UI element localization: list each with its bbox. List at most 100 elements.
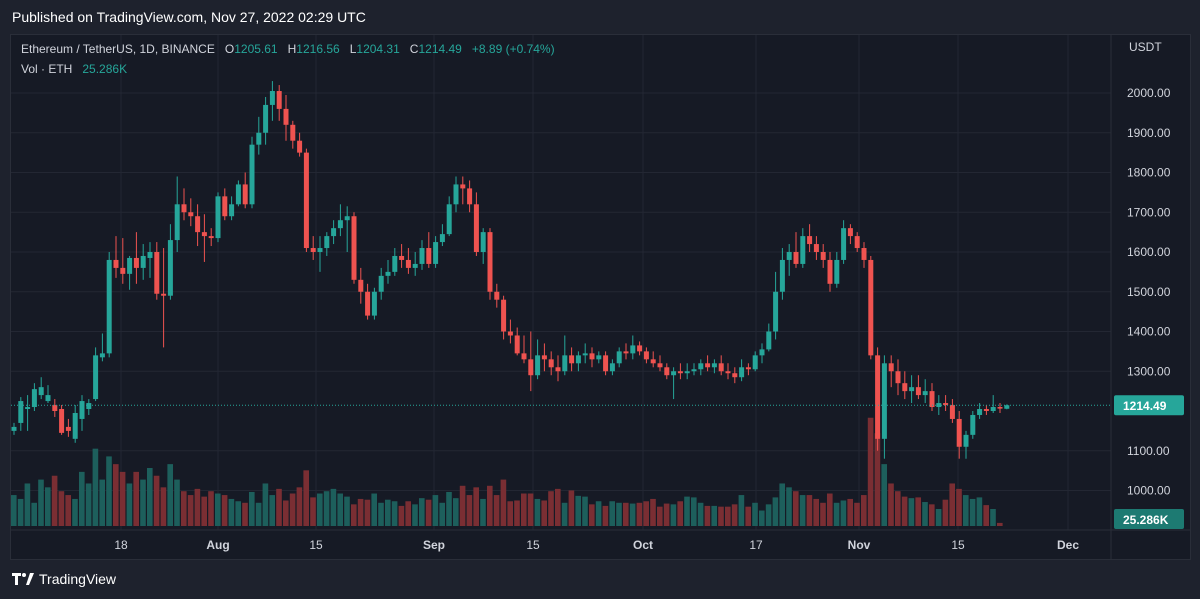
volume-bar — [487, 485, 493, 526]
volume-bar — [949, 483, 955, 526]
candle-body — [963, 434, 969, 447]
candle-body — [820, 252, 826, 260]
volume-bar — [140, 479, 146, 526]
volume-bar — [697, 502, 704, 526]
volume-bar — [759, 510, 765, 526]
volume-bar — [344, 496, 350, 526]
volume-bar — [997, 522, 1003, 526]
candle-body — [167, 240, 173, 296]
volume-bar — [670, 504, 677, 526]
volume-bar — [412, 504, 418, 526]
candle-body — [575, 355, 581, 364]
candle-body — [596, 355, 602, 360]
volume-bar — [657, 506, 663, 526]
candle-body — [943, 403, 949, 406]
candle-body — [25, 407, 31, 410]
volume-bar — [72, 498, 78, 526]
volume-bar — [289, 493, 296, 526]
candle-body — [256, 132, 262, 145]
candle-body — [399, 255, 405, 260]
candle-body — [201, 232, 207, 237]
volume-bar — [323, 491, 330, 526]
candle-body — [786, 252, 792, 260]
candle-body — [541, 355, 547, 360]
candlestick-chart[interactable]: USDT 2000.00 1900.00 1800.00 1700.00 1600.00 1… — [11, 35, 1190, 559]
volume-bar — [174, 479, 180, 526]
candle-body — [467, 188, 473, 205]
candle-body — [507, 331, 513, 336]
candle-body — [922, 391, 928, 396]
volume-bar — [92, 448, 99, 526]
volume-bar — [153, 475, 160, 526]
volume-bar — [99, 479, 105, 526]
change-value: +8.89 (+0.74%) — [471, 42, 555, 56]
candle-body — [331, 228, 337, 237]
volume-bar — [636, 502, 643, 526]
volume-bar — [840, 500, 847, 526]
candle-body — [875, 355, 881, 439]
candle-body — [11, 426, 17, 431]
volume-bar — [432, 495, 439, 526]
candle-body — [290, 124, 296, 141]
candle-body — [664, 367, 670, 376]
volume-bar — [269, 495, 275, 526]
volume-bar — [459, 485, 466, 526]
volume-bar — [119, 471, 126, 526]
candle-body — [983, 409, 989, 411]
volume-bar — [65, 495, 71, 526]
candle-body — [868, 259, 874, 356]
time-tick-label: 17 — [749, 538, 763, 552]
candle-body — [562, 355, 568, 372]
candle-body — [514, 335, 520, 354]
price-tick-label: 1000.00 — [1127, 484, 1171, 498]
volume-bar — [738, 495, 745, 526]
candle-body — [473, 204, 479, 252]
volume-bar — [514, 500, 520, 526]
candle-body — [351, 216, 357, 280]
time-tick-label: Dec — [1057, 538, 1079, 552]
volume-bar — [691, 497, 697, 526]
close-label: C — [409, 42, 419, 56]
volume-bar — [833, 502, 840, 526]
candle-body — [705, 363, 711, 368]
candle-body — [181, 204, 187, 213]
candle-body — [487, 232, 493, 292]
time-tick-label: 15 — [309, 538, 323, 552]
price-tick-label: 1300.00 — [1127, 364, 1171, 378]
volume-bar — [799, 495, 806, 526]
brand-footer[interactable]: TradingView — [12, 571, 116, 587]
candle-body — [161, 293, 167, 296]
candle-body — [174, 204, 180, 241]
chart-frame[interactable]: USDT 2000.00 1900.00 1800.00 1700.00 1600.00 1… — [10, 34, 1191, 560]
volume-bar — [711, 505, 717, 526]
candle-body — [371, 291, 377, 316]
volume-bar — [827, 493, 833, 526]
candle-body — [739, 367, 745, 378]
candle-body — [235, 184, 241, 205]
candle-body — [195, 216, 201, 233]
volume-bar — [684, 496, 690, 526]
volume-bar — [901, 496, 908, 526]
candle-body — [807, 236, 813, 245]
volume-bar — [895, 491, 901, 526]
volume-bar — [990, 508, 996, 526]
volume-bar — [718, 506, 724, 526]
volume-bar — [466, 495, 473, 526]
candle-body — [990, 407, 996, 411]
candle-body — [630, 345, 636, 354]
candle-body — [623, 351, 629, 354]
candle-body — [956, 418, 962, 447]
volume-bar — [351, 504, 357, 526]
volume-bar — [147, 468, 153, 526]
time-tick-label: Oct — [633, 538, 653, 552]
candle-body — [915, 387, 921, 396]
candle-body — [127, 257, 133, 274]
volume-bar — [385, 499, 391, 526]
candle-body — [453, 184, 459, 205]
volume-bar — [582, 496, 588, 526]
volume-bar — [956, 488, 962, 526]
high-value: 1216.56 — [296, 42, 340, 56]
candle-body — [902, 383, 908, 392]
volume-legend: Vol · ETH 25.286K — [21, 62, 127, 76]
volume-bar — [276, 488, 282, 526]
